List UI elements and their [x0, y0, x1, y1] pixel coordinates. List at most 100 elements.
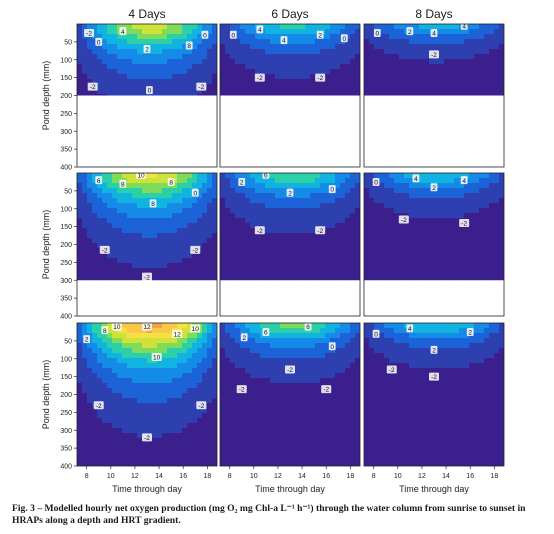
- heatmap-cell: [424, 178, 430, 184]
- heatmap-cell: [162, 263, 168, 269]
- heatmap-cell: [295, 338, 301, 344]
- heatmap-cell: [345, 383, 351, 389]
- heatmap-cell: [479, 79, 485, 85]
- heatmap-cell: [424, 44, 430, 50]
- heatmap-cell: [112, 69, 118, 75]
- heatmap-cell: [479, 44, 485, 50]
- heatmap-cell: [97, 263, 103, 269]
- heatmap-cell: [92, 378, 98, 384]
- heatmap-cell: [379, 463, 385, 466]
- heatmap-cell: [379, 353, 385, 359]
- heatmap-cell: [280, 178, 286, 184]
- heatmap-cell: [270, 408, 276, 414]
- heatmap-cell: [187, 383, 193, 389]
- heatmap-cell: [260, 69, 266, 75]
- heatmap-cell: [300, 213, 306, 219]
- heatmap-cell: [310, 443, 316, 449]
- heatmap-cell: [167, 74, 173, 80]
- heatmap-cell: [419, 273, 425, 279]
- heatmap-cell: [197, 74, 203, 80]
- heatmap-cell: [250, 213, 256, 219]
- heatmap-cell: [122, 393, 128, 399]
- heatmap-cell: [77, 29, 83, 35]
- heatmap-cell: [275, 408, 281, 414]
- heatmap-cell: [310, 233, 316, 239]
- heatmap-cell: [255, 223, 261, 229]
- heatmap-cell: [127, 238, 133, 244]
- heatmap-cell: [379, 263, 385, 269]
- heatmap-cell: [484, 79, 490, 85]
- heatmap-cell: [122, 463, 128, 466]
- heatmap-cell: [350, 69, 356, 75]
- heatmap-cell: [245, 428, 251, 434]
- heatmap-cell: [275, 443, 281, 449]
- heatmap-cell: [122, 24, 128, 30]
- heatmap-cell: [102, 263, 108, 269]
- heatmap-cell: [295, 333, 301, 339]
- heatmap-cell: [345, 323, 351, 329]
- heatmap-cell: [225, 418, 231, 424]
- heatmap-cell: [355, 39, 360, 45]
- heatmap-cell: [117, 423, 123, 429]
- heatmap-cell: [157, 39, 163, 45]
- heatmap-cell: [102, 378, 108, 384]
- heatmap-cell: [305, 188, 311, 194]
- heatmap-cell: [414, 233, 420, 239]
- heatmap-cell: [117, 343, 123, 349]
- heatmap-cell: [87, 213, 93, 219]
- heatmap-cell: [300, 173, 306, 179]
- heatmap-cell: [429, 248, 435, 254]
- heatmap-cell: [270, 54, 276, 60]
- heatmap-cell: [379, 368, 385, 374]
- heatmap-cell: [285, 64, 291, 70]
- heatmap-cell: [285, 74, 291, 80]
- heatmap-cell: [127, 348, 133, 354]
- heatmap-cell: [290, 383, 296, 389]
- heatmap-cell: [350, 183, 356, 189]
- heatmap-cell: [330, 448, 336, 454]
- heatmap-cell: [454, 34, 460, 40]
- heatmap-cell: [220, 203, 226, 209]
- heatmap-cell: [167, 228, 173, 234]
- heatmap-cell: [87, 393, 93, 399]
- heatmap-cell: [87, 278, 93, 281]
- heatmap-cell: [97, 29, 103, 35]
- heatmap-cell: [97, 34, 103, 40]
- heatmap-cell: [300, 243, 306, 249]
- heatmap-cell: [330, 178, 336, 184]
- heatmap-cell: [364, 268, 370, 274]
- heatmap-cell: [177, 89, 183, 95]
- heatmap-cell: [325, 49, 331, 55]
- heatmap-cell: [419, 69, 425, 75]
- heatmap-cell: [152, 453, 158, 459]
- heatmap-cell: [320, 378, 326, 384]
- heatmap-cell: [177, 353, 183, 359]
- heatmap-cell: [350, 198, 356, 204]
- heatmap-cell: [250, 29, 256, 35]
- heatmap-cell: [295, 373, 301, 379]
- heatmap-cell: [182, 263, 188, 269]
- heatmap-cell: [300, 193, 306, 199]
- heatmap-cell: [369, 438, 375, 444]
- heatmap-cell: [265, 348, 271, 354]
- heatmap-cell: [157, 223, 163, 229]
- heatmap-cell: [122, 398, 128, 404]
- heatmap-cell: [192, 343, 198, 349]
- heatmap-cell: [212, 248, 217, 254]
- heatmap-cell: [325, 333, 331, 339]
- heatmap-cell: [152, 378, 158, 384]
- heatmap-cell: [320, 428, 326, 434]
- heatmap-cell: [479, 213, 485, 219]
- heatmap-cell: [147, 443, 153, 449]
- heatmap-cell: [310, 193, 316, 199]
- heatmap-cell: [87, 24, 93, 30]
- heatmap-cell: [127, 453, 133, 459]
- contour-label: 4: [460, 176, 468, 185]
- heatmap-cell: [112, 438, 118, 444]
- heatmap-cell: [290, 423, 296, 429]
- heatmap-cell: [379, 183, 385, 189]
- heatmap-cell: [245, 323, 251, 329]
- heatmap-cell: [182, 278, 188, 281]
- heatmap-cell: [250, 333, 256, 339]
- heatmap-cell: [335, 368, 341, 374]
